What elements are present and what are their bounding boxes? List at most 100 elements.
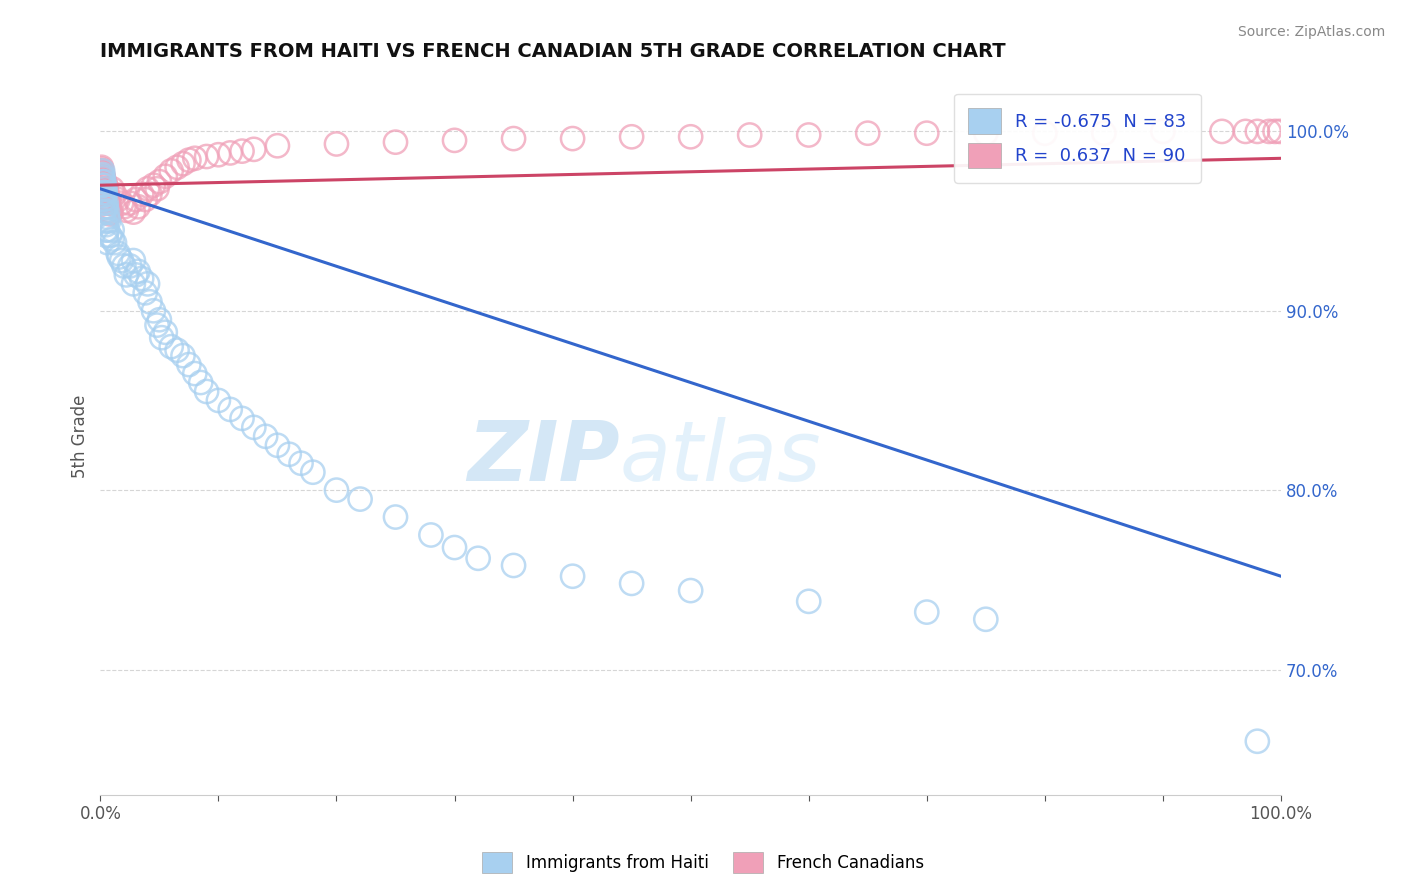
Point [231,411,253,425]
Point [90,164,112,178]
Point [91,169,114,184]
Point [243,142,266,156]
Point [177,153,200,167]
Point [96,205,118,219]
Point [856,126,879,140]
Point [94,178,117,193]
Point [155,169,177,184]
Point [136,182,159,196]
Point [1092,126,1115,140]
Point [98,207,121,221]
Point [243,420,266,434]
Point [96,182,118,196]
Point [134,285,156,300]
Point [94,200,117,214]
Point [915,126,938,140]
Point [266,438,288,452]
Point [797,594,820,608]
Point [797,128,820,142]
Point [90,166,112,180]
Point [98,196,121,211]
Point [93,189,115,203]
Point [195,384,218,399]
Point [100,205,122,219]
Point [184,151,207,165]
Point [127,264,149,278]
Point [91,173,114,187]
Point [561,569,583,583]
Point [325,483,347,497]
Point [502,558,524,573]
Point [94,184,117,198]
Point [1258,124,1281,138]
Point [620,576,643,591]
Point [738,128,761,142]
Point [91,175,114,189]
Point [302,465,325,479]
Legend: R = -0.675  N = 83, R =  0.637  N = 90: R = -0.675 N = 83, R = 0.637 N = 90 [955,94,1201,183]
Point [148,175,170,189]
Point [172,157,194,171]
Point [93,178,115,193]
Point [502,131,524,145]
Point [91,169,114,184]
Point [122,253,145,268]
Point [166,343,188,358]
Point [93,193,115,207]
Point [97,203,120,218]
Point [254,429,277,443]
Point [1033,126,1056,140]
Point [1264,124,1286,138]
Point [974,126,997,140]
Point [110,253,132,268]
Point [278,447,301,461]
Point [419,528,441,542]
Point [146,182,169,196]
Point [96,194,118,209]
Point [219,402,242,417]
Point [172,349,194,363]
Point [93,175,115,189]
Point [96,196,118,211]
Point [90,164,112,178]
Point [94,177,117,191]
Point [1211,124,1233,138]
Point [96,235,118,250]
Point [110,196,132,211]
Point [384,135,406,149]
Point [266,138,288,153]
Point [93,186,115,200]
Point [93,175,115,189]
Point [1246,124,1268,138]
Point [93,180,115,194]
Point [91,168,114,182]
Point [93,178,115,193]
Point [93,177,115,191]
Point [146,318,169,332]
Point [325,136,347,151]
Point [94,214,117,228]
Point [142,178,165,193]
Point [96,223,118,237]
Point [96,193,118,207]
Point [97,214,120,228]
Point [94,187,117,202]
Point [131,187,153,202]
Point [103,187,125,202]
Point [96,191,118,205]
Point [115,268,138,282]
Point [91,178,114,193]
Point [1246,734,1268,748]
Point [177,358,200,372]
Point [101,223,124,237]
Point [122,277,145,291]
Point [96,211,118,225]
Point [679,583,702,598]
Point [915,605,938,619]
Point [384,510,406,524]
Point [219,145,242,160]
Text: IMMIGRANTS FROM HAITI VS FRENCH CANADIAN 5TH GRADE CORRELATION CHART: IMMIGRANTS FROM HAITI VS FRENCH CANADIAN… [100,42,1005,61]
Point [160,340,183,354]
Point [1152,124,1174,138]
Point [679,129,702,144]
